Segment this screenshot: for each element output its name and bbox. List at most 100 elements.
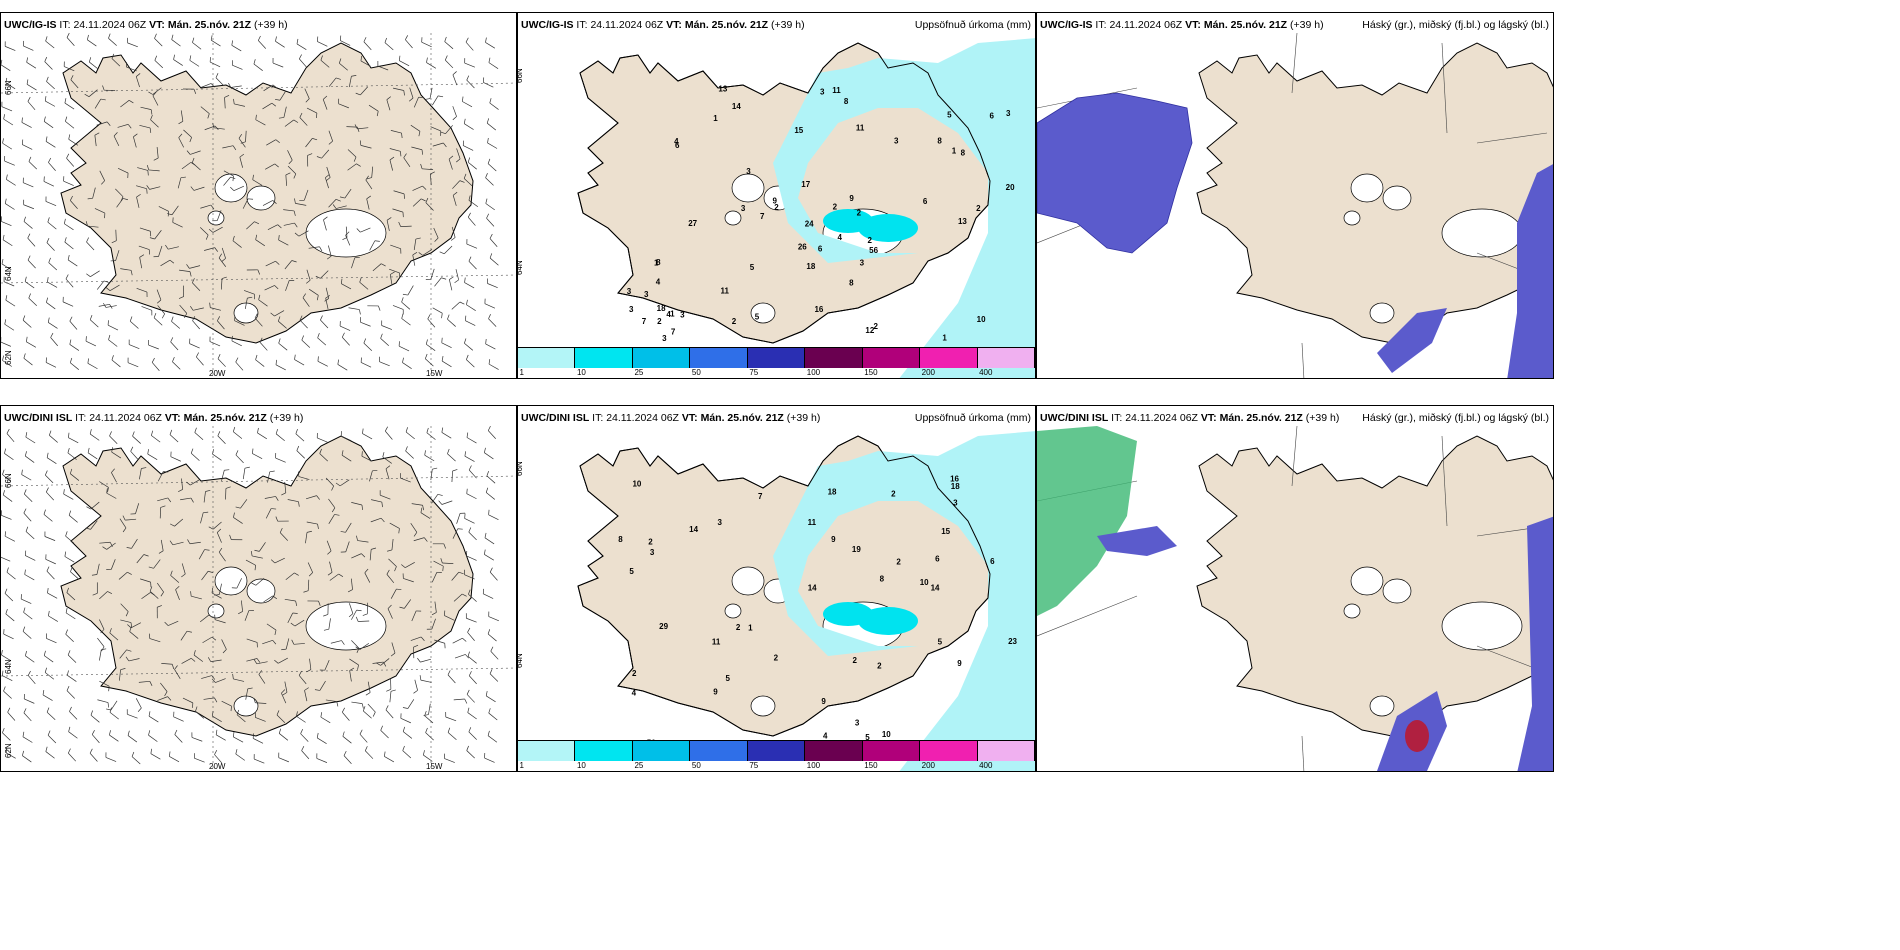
- wind-barb: [148, 87, 162, 95]
- wind-barb: [432, 142, 447, 148]
- wind-barb: [147, 449, 158, 460]
- wind-barb: [330, 640, 345, 645]
- wind-barb: [46, 76, 55, 90]
- wind-barb: [262, 102, 277, 110]
- wind-barb: [359, 729, 368, 743]
- wind-barb: [487, 629, 497, 642]
- wind-barb: [486, 213, 495, 227]
- wind-barb: [156, 582, 164, 597]
- wind-barb: [299, 189, 309, 201]
- wind-barb: [347, 578, 353, 593]
- wind-barb: [44, 96, 56, 107]
- wind-barb: [190, 591, 202, 600]
- lon-label: 15W: [426, 762, 443, 771]
- wind-barb: [45, 36, 55, 49]
- precip-value-label: 16: [950, 474, 959, 483]
- wind-barb: [420, 163, 434, 170]
- colorbar-tick-label: 25: [634, 761, 644, 770]
- wind-barb: [355, 86, 369, 96]
- wind-barb: [141, 306, 153, 316]
- wind-barb: [45, 746, 55, 759]
- wind-barb: [85, 221, 99, 228]
- wind-barb: [1, 510, 12, 520]
- high-cloud-area: [1377, 308, 1447, 373]
- wind-barb: [110, 250, 120, 262]
- wind-barb: [92, 582, 98, 596]
- wind-barb: [424, 710, 434, 724]
- wind-barb: [371, 499, 383, 508]
- wind-barb: [148, 711, 159, 723]
- wind-barb: [485, 37, 496, 49]
- wind-barb: [25, 432, 36, 444]
- precip-value-label: 5: [629, 567, 634, 576]
- wind-barb: [262, 200, 277, 206]
- wind-barb: [139, 467, 147, 480]
- wind-barb: [69, 339, 80, 351]
- wind-barb: [441, 356, 452, 368]
- precip-value-label: 11: [808, 518, 817, 527]
- wind-barb: [390, 588, 402, 599]
- colorbar-swatch: [920, 741, 978, 761]
- wind-barb: [351, 609, 362, 620]
- wind-barb: [179, 304, 188, 318]
- wind-barb: [217, 316, 225, 330]
- wind-barb: [214, 583, 222, 596]
- wind-barb: [317, 36, 328, 47]
- wind-barb: [68, 510, 78, 523]
- wind-barb: [285, 572, 299, 581]
- wind-barb: [99, 481, 109, 493]
- wind-barb: [411, 610, 422, 622]
- wind-barb: [23, 508, 32, 522]
- precip-value-label: 6: [818, 244, 823, 253]
- wind-barb: [319, 448, 328, 462]
- precip-value-label: 2: [632, 669, 637, 678]
- lat-label: 64N: [517, 260, 524, 275]
- wind-barb: [489, 98, 499, 110]
- wind-barb: [278, 728, 289, 741]
- wind-barb: [231, 40, 242, 52]
- wind-barb: [1, 337, 11, 347]
- wind-barb: [418, 249, 433, 256]
- wind-barb: [64, 237, 74, 250]
- wind-barb: [23, 216, 33, 229]
- glacier-outline: [724, 603, 742, 619]
- cloud-panel-bottom: UWC/DINI ISL IT: 24.11.2024 06Z VT: Mán.…: [1036, 405, 1554, 772]
- wind-barb: [444, 753, 455, 763]
- wind-barb: [380, 725, 389, 739]
- wind-barb: [47, 217, 57, 230]
- wind-barb: [287, 499, 300, 507]
- wind-barb: [452, 71, 458, 86]
- wind-barb: [468, 465, 477, 479]
- wind-barb: [232, 235, 242, 248]
- wind-barb: [444, 36, 454, 50]
- wind-barb: [97, 637, 105, 652]
- wind-barb: [413, 679, 418, 694]
- colorbar-swatch: [805, 741, 863, 761]
- wind-barb: [209, 57, 221, 68]
- wind-barb: [467, 651, 477, 664]
- wind-barb: [489, 567, 498, 581]
- wind-barb: [266, 139, 280, 146]
- wind-barb: [235, 450, 244, 464]
- wind-barb: [199, 614, 214, 623]
- wind-barb: [99, 619, 105, 634]
- wind-barb: [390, 244, 402, 254]
- wind-barb: [423, 703, 431, 716]
- wind-barb: [308, 246, 323, 252]
- wind-barb: [6, 567, 16, 580]
- wind-barb: [69, 706, 78, 720]
- wind-barb: [189, 55, 200, 67]
- wind-barb: [48, 157, 56, 171]
- wind-barb: [111, 447, 122, 459]
- wind-barb: [43, 650, 54, 663]
- precip-value-label: 9: [772, 197, 777, 206]
- colorbar-tick-label: 1: [519, 368, 524, 377]
- wind-barb: [218, 253, 227, 267]
- wind-barb: [170, 451, 181, 462]
- wind-barb: [233, 98, 246, 107]
- wind-barb: [1, 101, 13, 112]
- colorbar-swatch: [747, 348, 806, 368]
- wind-barb: [253, 59, 263, 71]
- wind-barb: [299, 54, 307, 68]
- wind-barb: [398, 341, 410, 352]
